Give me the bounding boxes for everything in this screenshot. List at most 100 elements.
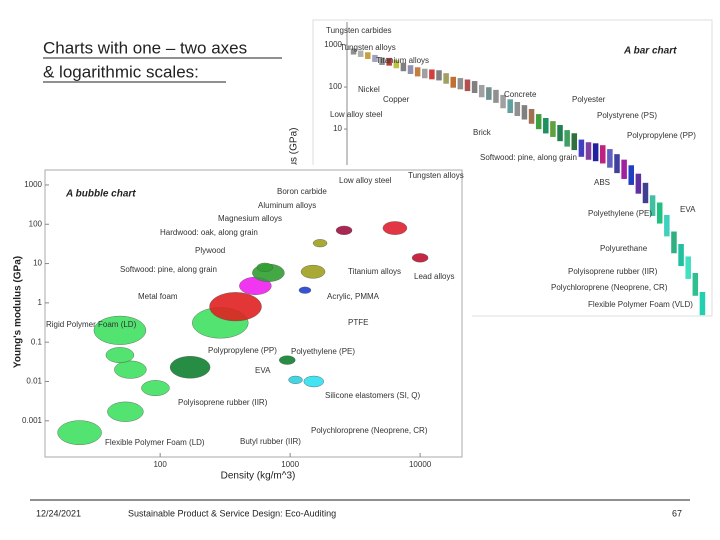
bar — [614, 154, 620, 174]
bar — [535, 114, 542, 130]
annotation: Rigid Polymer Foam (LD) — [46, 320, 137, 329]
annotation: Lead alloys — [414, 272, 454, 281]
y-tick-label: 100 — [29, 219, 43, 228]
bubble — [93, 315, 147, 345]
bar — [372, 54, 378, 62]
bar — [521, 105, 528, 120]
x-tick-label: 10000 — [409, 460, 432, 469]
bar — [422, 68, 428, 79]
annotation: Polyisoprene rubber (IIR) — [568, 267, 658, 276]
annotation: Polychloroprene (Neoprene, CR) — [551, 283, 668, 292]
bubble — [335, 225, 353, 235]
bar — [357, 50, 364, 57]
bar — [543, 117, 549, 134]
annotation: Polyurethane — [600, 244, 648, 253]
annotation: Metal foam — [138, 292, 178, 301]
bar — [464, 79, 471, 92]
bar — [414, 67, 421, 77]
annotation: Titanium alloys — [348, 267, 401, 276]
annotation: Acrylic, PMMA — [327, 292, 380, 301]
annotation: Polychloroprene (Neoprene, CR) — [311, 426, 428, 435]
annotation: Tungsten carbides — [326, 26, 392, 35]
chart-title: A bar chart — [623, 46, 677, 57]
annotation: Polyethylene (PE) — [588, 209, 652, 218]
bar — [528, 109, 535, 124]
y-tick-label: 0.1 — [31, 337, 43, 346]
annotation: Nickel — [358, 85, 380, 94]
bar — [621, 159, 627, 179]
annotation: Polystyrene (PS) — [597, 111, 657, 120]
annotation: Polyester — [572, 95, 606, 104]
annotation: Magnesium alloys — [218, 214, 282, 223]
bubble-chart: A bubble chart Density (kg/m^3) Young's mo… — [13, 165, 472, 487]
bar — [692, 272, 699, 296]
bubble — [105, 347, 135, 363]
bar — [457, 78, 464, 90]
bar — [642, 182, 649, 204]
bar — [443, 73, 449, 84]
annotation: Flexible Polymer Foam (LD) — [105, 438, 205, 447]
bar — [350, 48, 357, 55]
y-axis-label: Young's modulus (GPa) — [13, 256, 24, 368]
bar — [379, 57, 385, 66]
bar — [478, 84, 485, 98]
slide-title: & logarithmic scales: — [43, 62, 199, 81]
y-tick-label: 10 — [33, 259, 42, 268]
annotation: Butyl rubber (IIR) — [240, 437, 301, 446]
bar — [365, 52, 371, 59]
bubble — [256, 262, 274, 272]
bar — [386, 57, 392, 66]
annotation: Softwood: pine, along grain — [120, 265, 217, 274]
y-tick-label: 1 — [38, 298, 43, 307]
annotation: Boron carbide — [277, 187, 327, 196]
annotation: EVA — [680, 205, 696, 214]
annotation: Softwood: pine, along grain — [480, 153, 577, 162]
bar — [514, 101, 521, 117]
footer-date: 12/24/2021 — [36, 508, 81, 518]
bubble — [303, 375, 324, 388]
annotation: ABS — [594, 178, 610, 187]
y-tick-label: 100 — [329, 82, 343, 91]
bar — [393, 60, 400, 69]
annotation: Tungsten alloys — [408, 171, 464, 180]
bar — [671, 231, 677, 254]
annotation: Tungsten alloys — [340, 43, 396, 52]
bar — [585, 142, 592, 160]
annotation: Hardwood: oak, along grain — [160, 228, 258, 237]
chart-title: A bubble chart — [65, 189, 136, 200]
bar — [400, 62, 407, 72]
bar — [557, 125, 563, 142]
x-tick-label: 100 — [153, 460, 167, 469]
annotation: Titanium alloys — [376, 56, 429, 65]
y-tick-label: 1000 — [24, 180, 42, 189]
slide-title: Charts with one – two axes — [43, 38, 247, 57]
bar — [550, 121, 556, 137]
annotation: Polyisoprene rubber (IIR) — [178, 398, 268, 407]
bubble — [114, 360, 147, 379]
bar — [607, 149, 613, 168]
bubble — [411, 253, 429, 263]
bubble — [169, 356, 211, 379]
bar — [429, 69, 435, 80]
annotation: Plywood — [195, 246, 225, 255]
bubble — [209, 292, 262, 322]
annotation: Copper — [383, 95, 410, 104]
bar — [649, 195, 656, 216]
bubble — [279, 355, 296, 365]
bar — [628, 165, 634, 185]
annotation: Silicone elastomers (SI, Q) — [325, 391, 420, 400]
bar — [500, 94, 506, 109]
y-tick-label: 0.001 — [22, 416, 43, 425]
footer-page: 67 — [672, 508, 682, 518]
bar — [436, 70, 442, 81]
y-tick-label: 10 — [333, 124, 342, 133]
bubble — [298, 286, 312, 294]
bar — [493, 89, 499, 103]
bar — [450, 76, 456, 88]
bar — [507, 99, 513, 114]
bar — [471, 81, 478, 94]
footer-course: Sustainable Product & Service Design: Ec… — [128, 508, 336, 518]
bubble — [57, 420, 102, 445]
bar — [685, 256, 691, 279]
